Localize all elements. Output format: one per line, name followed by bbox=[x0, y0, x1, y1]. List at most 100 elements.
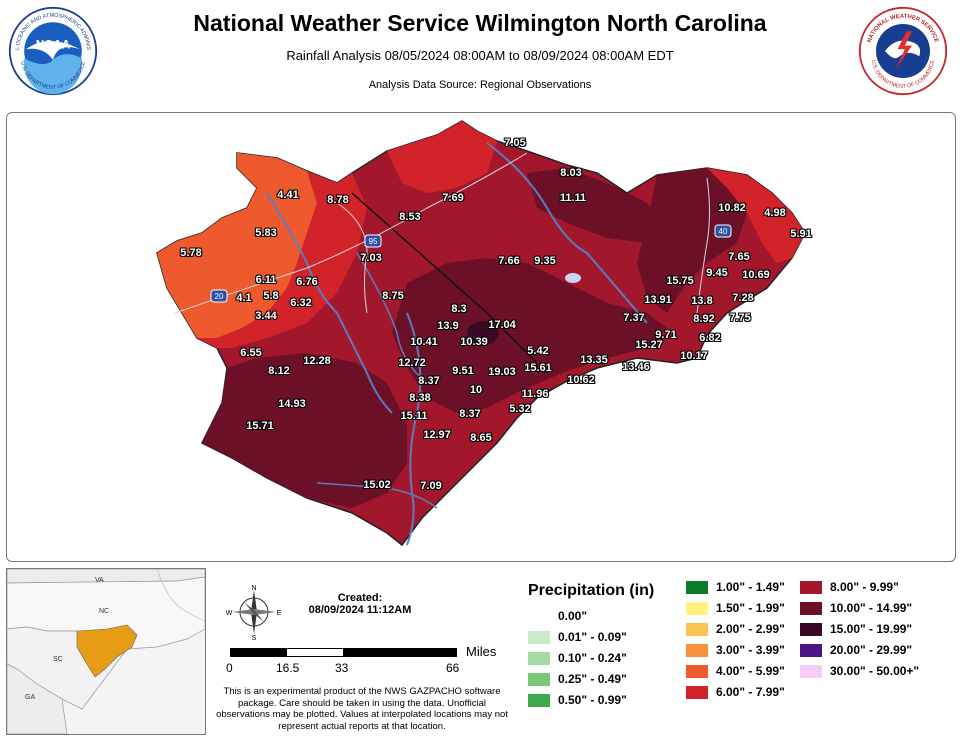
rainfall-value-label: 8.38 bbox=[409, 392, 431, 404]
legend-label: 0.00" bbox=[558, 609, 588, 623]
legend-label: 10.00" - 14.99" bbox=[830, 601, 913, 615]
rainfall-value-label: 8.75 bbox=[382, 290, 404, 302]
rainfall-value-label: 10.17 bbox=[680, 350, 708, 362]
rainfall-value-label: 6.11 bbox=[255, 274, 277, 286]
legend-swatch bbox=[800, 601, 822, 615]
inset-label-sc: SC bbox=[53, 656, 63, 663]
rainfall-value-label: 15.27 bbox=[635, 339, 663, 351]
legend-item: 6.00" - 7.99" bbox=[686, 685, 785, 699]
rainfall-value-label: 5.42 bbox=[527, 345, 549, 357]
compass-w: W bbox=[226, 610, 233, 617]
legend-title: Precipitation (in) bbox=[528, 582, 655, 599]
rainfall-value-label: 7.37 bbox=[623, 312, 645, 324]
scale-tick-66: 66 bbox=[446, 661, 460, 675]
legend-item: 1.00" - 1.49" bbox=[686, 580, 785, 594]
inset-coastline bbox=[156, 569, 205, 622]
legend-item: 0.25" - 0.49" bbox=[528, 672, 627, 686]
highway bbox=[174, 152, 528, 314]
nws-logo: NATIONAL WEATHER SERVICE U.S. DEPARTMENT… bbox=[858, 6, 948, 96]
legend-swatch bbox=[528, 609, 550, 623]
compass-rose-icon: N S E W bbox=[226, 585, 282, 640]
legend-swatch bbox=[528, 630, 550, 644]
legend-swatch bbox=[528, 693, 550, 707]
region-15-20-in-pocket bbox=[249, 420, 265, 430]
rainfall-value-label: 7.69 bbox=[442, 192, 464, 204]
rainfall-value-label: 5.8 bbox=[263, 290, 279, 302]
region-6-8-in-north bbox=[387, 121, 497, 193]
rainfall-value-label: 9.51 bbox=[452, 365, 474, 377]
rainfall-map: 20 95 40 7.05 8.03 11.11 4.41 8.78 7.69 8.53 10… bbox=[6, 112, 956, 562]
rainfall-value-label: 12.97 bbox=[423, 429, 451, 441]
rainfall-value-label: 13.8 bbox=[691, 295, 713, 307]
disclaimer-text: This is an experimental product of the N… bbox=[216, 686, 508, 732]
legend-label: 0.01" - 0.09" bbox=[558, 630, 627, 644]
scale-tick-16-5: 16.5 bbox=[276, 661, 300, 675]
rainfall-value-label: 7.05 bbox=[504, 137, 526, 149]
interstate-95-shield: 95 bbox=[364, 234, 382, 248]
rainfall-value-label: 7.75 bbox=[729, 312, 751, 324]
legend-swatch bbox=[686, 580, 708, 594]
rainfall-value-label: 6.32 bbox=[290, 297, 312, 309]
rainfall-value-label: 8.03 bbox=[560, 167, 582, 179]
rainfall-value-label: 10.82 bbox=[718, 202, 746, 214]
map-canvas: 20 95 40 bbox=[156, 120, 806, 547]
rainfall-value-label: 5.78 bbox=[180, 247, 202, 259]
rainfall-value-label: 15.11 bbox=[400, 410, 428, 422]
legend-item: 1.50" - 1.99" bbox=[686, 601, 785, 615]
locator-inset-map: VA NC SC GA bbox=[6, 568, 206, 735]
legend-label: 2.00" - 2.99" bbox=[716, 622, 785, 636]
legend-item: 0.50" - 0.99" bbox=[528, 693, 627, 707]
rainfall-value-label: 8.53 bbox=[399, 211, 421, 223]
legend-swatch bbox=[800, 664, 822, 678]
legend-swatch bbox=[686, 601, 708, 615]
inset-forecast-area bbox=[76, 624, 138, 678]
river bbox=[486, 142, 648, 324]
rainfall-value-label: 10 bbox=[469, 384, 483, 396]
legend-item: 4.00" - 5.99" bbox=[686, 664, 785, 678]
legend-label: 0.50" - 0.99" bbox=[558, 693, 627, 707]
rainfall-value-label: 6.55 bbox=[240, 347, 262, 359]
rainfall-value-label: 7.09 bbox=[420, 480, 442, 492]
rainfall-value-label: 7.03 bbox=[360, 252, 382, 264]
legend-label: 6.00" - 7.99" bbox=[716, 685, 785, 699]
legend-item: 2.00" - 2.99" bbox=[686, 622, 785, 636]
legend-label: 0.10" - 0.24" bbox=[558, 651, 627, 665]
legend-swatch bbox=[800, 580, 822, 594]
rainfall-value-label: 8.3 bbox=[451, 303, 467, 315]
data-source-label: Analysis Data Source: Regional Observati… bbox=[368, 79, 592, 91]
legend-item: 10.00" - 14.99" bbox=[800, 601, 912, 615]
rainfall-value-label: 4.41 bbox=[277, 189, 299, 201]
inset-label-va: VA bbox=[95, 577, 104, 584]
rainfall-value-label: 19.03 bbox=[488, 366, 516, 378]
legend-swatch bbox=[800, 643, 822, 657]
region-10-15-in-north bbox=[527, 168, 667, 243]
rainfall-value-label: 8.78 bbox=[327, 194, 349, 206]
rainfall-value-label: 11.11 bbox=[559, 192, 587, 204]
region-10-15-in-central bbox=[392, 258, 667, 413]
compass-n: N bbox=[251, 585, 256, 592]
legend-label: 1.50" - 1.99" bbox=[716, 601, 785, 615]
legend-item: 0.00" bbox=[528, 609, 587, 623]
legend-item: 20.00" - 29.99" bbox=[800, 643, 912, 657]
highway bbox=[696, 177, 710, 314]
region-10-15-in-south bbox=[202, 353, 407, 508]
interstate-40-shield: 40 bbox=[714, 224, 732, 238]
rainfall-value-label: 7.66 bbox=[498, 255, 520, 267]
interstate-20-shield: 20 bbox=[210, 289, 228, 303]
region-6-8-in-west bbox=[197, 171, 367, 348]
noaa-logo-text: NOAA bbox=[36, 38, 71, 51]
rainfall-value-label: 10.62 bbox=[567, 374, 595, 386]
rainfall-value-label: 11.96 bbox=[521, 388, 549, 400]
rainfall-value-label: 6.82 bbox=[699, 332, 721, 344]
legend-swatch bbox=[800, 622, 822, 636]
rainfall-value-label: 7.28 bbox=[732, 292, 754, 304]
scale-tick-33: 33 bbox=[335, 661, 349, 675]
river bbox=[316, 482, 438, 509]
legend-label: 1.00" - 1.49" bbox=[716, 580, 785, 594]
legend-swatch bbox=[528, 672, 550, 686]
legend-item: 0.10" - 0.24" bbox=[528, 651, 627, 665]
rainfall-value-label: 7.65 bbox=[728, 251, 750, 263]
region-10-15-in-east bbox=[637, 168, 747, 313]
region-6-8-in-coast bbox=[707, 168, 805, 263]
river bbox=[406, 312, 422, 546]
